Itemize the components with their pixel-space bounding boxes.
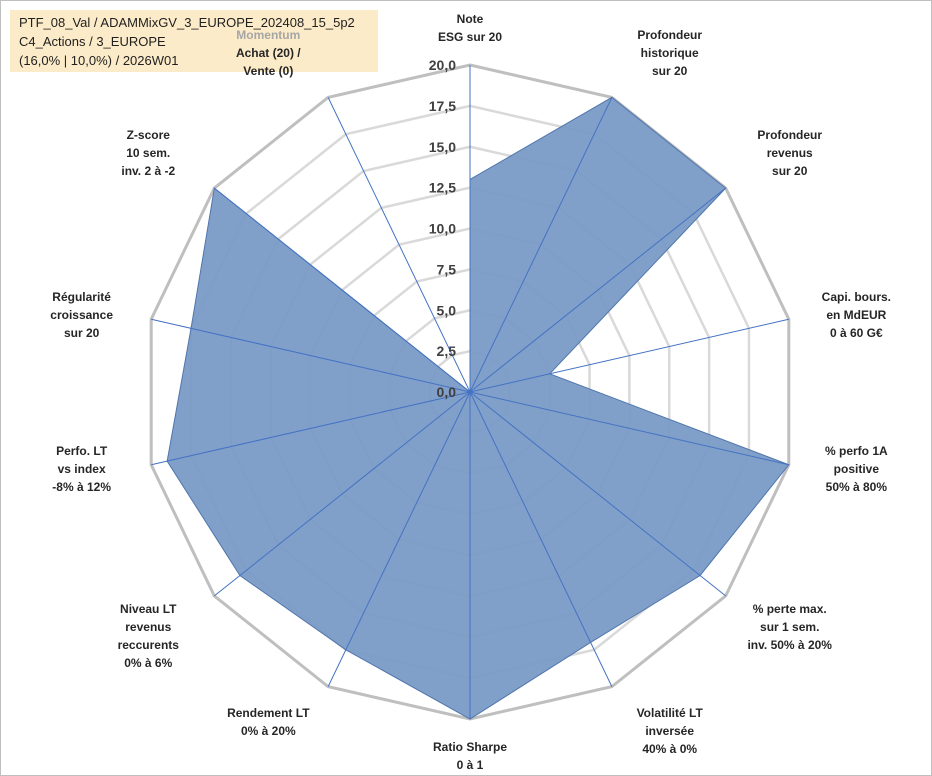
- axis-spoke-5: [469, 391, 726, 597]
- axis-label-10: Perfo. LT vs index -8% à 12%: [52, 444, 111, 494]
- radar-tick-labels: 0,0 2,5 5,0 7,5 10,0 12,5 15,0 17,5 20,0: [429, 57, 456, 400]
- axis-label-10-line-1: vs index: [58, 462, 106, 476]
- axis-spoke-12: [214, 187, 471, 393]
- axis-label-1-line-2: sur 20: [652, 64, 688, 78]
- axis-label-1-line-1: historique: [641, 46, 699, 60]
- axis-label-8-line-0: Rendement LT: [227, 706, 310, 720]
- tick-label-8: 20,0: [429, 57, 456, 73]
- axis-label-0: Note ESG sur 20: [438, 12, 502, 44]
- axis-label-4-line-0: % perfo 1A: [825, 444, 888, 458]
- axis-label-7: Ratio Sharpe 0 à 1: [433, 740, 507, 772]
- tick-label-4: 10,0: [429, 221, 456, 237]
- axis-label-11: Régularité croissance sur 20: [50, 290, 113, 340]
- axis-spoke-6: [469, 391, 613, 687]
- axis-label-10-line-2: -8% à 12%: [52, 480, 111, 494]
- axis-label-13: Momentum Achat (20) / Vente (0): [236, 28, 301, 78]
- axis-label-12: Z-score 10 sem. inv. 2 à -2: [121, 128, 175, 178]
- axis-label-2-line-2: sur 20: [772, 164, 808, 178]
- axis-label-12-line-1: 10 sem.: [126, 146, 170, 160]
- axis-label-5: % perte max. sur 1 sem. inv. 50% à 20%: [747, 602, 832, 652]
- axis-label-6-line-1: inversée: [645, 724, 694, 738]
- axis-label-3-line-0: Capi. bours.: [822, 290, 891, 304]
- axis-spoke-1: [469, 97, 613, 393]
- tick-label-7: 17,5: [429, 98, 456, 114]
- axis-label-9-line-1: revenus: [125, 620, 171, 634]
- tick-label-1: 2,5: [437, 343, 457, 359]
- axis-label-13-line-0: Momentum: [236, 28, 300, 42]
- axis-label-2-line-0: Profondeur: [757, 128, 822, 142]
- axis-label-9-line-0: Niveau LT: [120, 602, 177, 616]
- axis-spoke-9: [214, 391, 471, 597]
- tick-label-6: 15,0: [429, 139, 456, 155]
- axis-spoke-11: [151, 318, 471, 393]
- axis-label-6-line-2: 40% à 0%: [642, 742, 697, 756]
- axis-label-3: Capi. bours. en MdEUR 0 à 60 G€: [822, 290, 891, 340]
- tick-label-0: 0,0: [437, 384, 457, 400]
- axis-label-6-line-0: Volatilité LT: [637, 706, 704, 720]
- axis-label-8-line-1: 0% à 20%: [241, 724, 296, 738]
- portfolio-info-box: PTF_08_Val / ADAMMixGV_3_EUROPE_202408_1…: [10, 10, 378, 72]
- axis-label-3-line-2: 0 à 60 G€: [830, 326, 883, 340]
- axis-label-9-line-3: 0% à 6%: [124, 656, 172, 670]
- axis-label-0-line-1: ESG sur 20: [438, 30, 502, 44]
- axis-label-9: Niveau LT revenus reccurents 0% à 6%: [118, 602, 180, 670]
- axis-label-12-line-0: Z-score: [127, 128, 171, 142]
- axis-label-8: Rendement LT 0% à 20%: [227, 706, 310, 738]
- axis-label-2-line-1: revenus: [767, 146, 813, 160]
- weights-period-line: (16,0% | 10,0%) / 2026W01: [19, 53, 179, 68]
- portfolio-name-line: PTF_08_Val / ADAMMixGV_3_EUROPE_202408_1…: [19, 15, 355, 30]
- axis-label-10-line-0: Perfo. LT: [56, 444, 108, 458]
- axis-spoke-4: [469, 391, 789, 466]
- asset-class-line: C4_Actions / 3_EUROPE: [19, 34, 166, 49]
- axis-label-13-line-2: Vente (0): [243, 64, 293, 78]
- axis-label-1: Profondeur historique sur 20: [637, 28, 702, 78]
- axis-spoke-8: [327, 391, 471, 687]
- axis-label-3-line-1: en MdEUR: [826, 308, 886, 322]
- tick-label-2: 5,0: [437, 302, 457, 318]
- radar-axes: [151, 65, 789, 719]
- axis-label-7-line-1: 0 à 1: [457, 758, 484, 772]
- axis-spoke-3: [469, 318, 789, 393]
- axis-label-4-line-1: positive: [834, 462, 880, 476]
- axis-label-7-line-0: Ratio Sharpe: [433, 740, 507, 754]
- axis-label-12-line-2: inv. 2 à -2: [121, 164, 175, 178]
- axis-label-11-line-1: croissance: [50, 308, 113, 322]
- axis-label-2: Profondeur revenus sur 20: [757, 128, 822, 178]
- axis-label-5-line-2: inv. 50% à 20%: [747, 638, 832, 652]
- axis-spoke-10: [151, 391, 471, 466]
- axis-spoke-13: [327, 97, 471, 393]
- tick-label-3: 7,5: [437, 261, 457, 277]
- axis-label-13-line-1: Achat (20) /: [236, 46, 301, 60]
- axis-label-6: Volatilité LT inversée 40% à 0%: [637, 706, 704, 756]
- radar-axis-labels: Note ESG sur 20 Profondeur historique sur 20…: [50, 12, 891, 772]
- tick-label-5: 12,5: [429, 180, 456, 196]
- axis-spoke-2: [469, 187, 726, 393]
- axis-label-0-line-0: Note: [457, 12, 484, 26]
- axis-label-11-line-0: Régularité: [52, 290, 111, 304]
- axis-label-5-line-0: % perte max.: [753, 602, 827, 616]
- axis-label-4: % perfo 1A positive 50% à 80%: [825, 444, 888, 494]
- axis-label-5-line-1: sur 1 sem.: [760, 620, 819, 634]
- axis-label-1-line-0: Profondeur: [637, 28, 702, 42]
- axis-label-11-line-2: sur 20: [64, 326, 100, 340]
- axis-label-9-line-2: reccurents: [118, 638, 180, 652]
- axis-label-4-line-2: 50% à 80%: [826, 480, 888, 494]
